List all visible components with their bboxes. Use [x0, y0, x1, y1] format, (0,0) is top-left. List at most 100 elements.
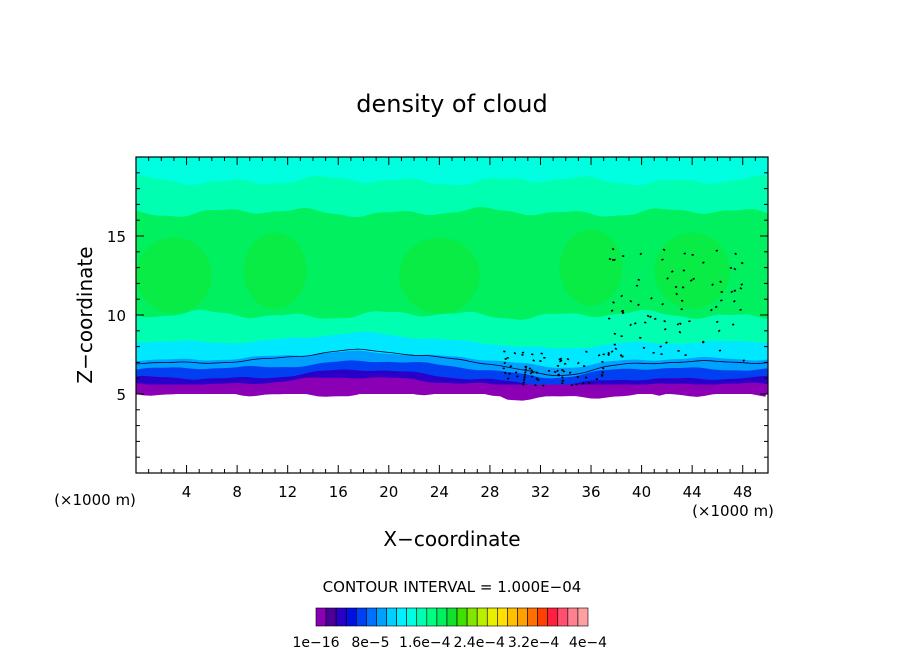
contour-speck [562, 370, 565, 373]
colorbar-label: 3.2e−4 [508, 635, 560, 651]
contour-speck [620, 294, 624, 298]
contour-speck [637, 278, 641, 281]
contour-speck [585, 350, 588, 353]
contour-speck [601, 371, 605, 374]
contour-speck [539, 359, 542, 363]
contour-speck [531, 375, 534, 378]
contour-speck [561, 382, 564, 385]
contour-speck [563, 362, 567, 365]
contour-speck [521, 353, 524, 356]
contour-speck [661, 302, 665, 306]
contour-speck [575, 383, 578, 386]
x-axis-label: X−coordinate [383, 527, 520, 551]
colorbar-swatch [315, 607, 327, 627]
core-patch [399, 237, 480, 314]
contour-speck [639, 336, 642, 339]
contour-speck [629, 299, 633, 303]
contour-speck [740, 283, 744, 286]
contour-speck [504, 372, 507, 374]
contour-speck [680, 299, 684, 302]
contour-speck [522, 378, 526, 381]
contour-speck [547, 369, 551, 372]
contour-speck [620, 335, 623, 338]
x-tick-label: 4 [182, 483, 192, 501]
contour-speck [683, 252, 686, 255]
contour-speck [720, 299, 723, 302]
contour-speck [702, 261, 705, 264]
colorbar-swatch [537, 607, 549, 627]
contour-speck [582, 365, 586, 368]
contour-speck [561, 379, 565, 382]
contour-speck [633, 322, 637, 325]
x-tick-label: 36 [581, 483, 600, 501]
contour-speck [652, 351, 655, 354]
contour-speck [649, 315, 652, 319]
colorbar-swatch [446, 607, 458, 627]
contour-speck [715, 320, 719, 324]
contour-speck [621, 254, 625, 258]
colorbar-swatch [416, 607, 428, 627]
contour-speck [532, 359, 535, 362]
plot-area [135, 157, 769, 401]
contour-speck [523, 373, 527, 376]
contour-speck [666, 277, 669, 280]
contour-speck [670, 270, 674, 273]
contour-speck [524, 365, 528, 369]
contour-speck [739, 287, 743, 290]
y-tick-label: 10 [107, 307, 126, 325]
x-tick-label: 40 [632, 483, 651, 501]
contour-speck [660, 353, 663, 355]
contour-speck [524, 370, 527, 374]
contour-speck [502, 367, 505, 370]
contour-speck [629, 323, 632, 327]
contour-speck [523, 376, 526, 379]
contour-speck [610, 350, 614, 353]
colorbar-swatch [507, 607, 518, 627]
colorbar-swatch [436, 607, 448, 627]
contour-speck [607, 351, 611, 355]
contour-speck [528, 367, 532, 370]
contour-speck [524, 368, 528, 371]
core-patch [136, 237, 212, 314]
x-unit-left: (×1000 m) [54, 491, 136, 509]
contour-speck [720, 291, 723, 293]
core-patch [559, 229, 623, 306]
contour-speck [597, 353, 601, 357]
colorbar-swatch [366, 607, 377, 627]
contour-speck [710, 308, 713, 312]
colorbar-swatch [476, 607, 488, 627]
colorbar-label: 4e−4 [569, 635, 607, 651]
contour-speck [665, 341, 668, 344]
contour-speck [612, 301, 615, 304]
contour-speck [531, 353, 534, 356]
contour-speck [513, 351, 517, 355]
contour-speck [613, 332, 617, 336]
contour-speck [662, 248, 666, 252]
contour-speck [535, 371, 539, 375]
contour-speck [740, 261, 744, 265]
contour-speck [719, 280, 722, 284]
contour-speck [679, 322, 682, 325]
contour-speck [732, 299, 736, 303]
colorbar-label: 2.4e−4 [453, 635, 505, 651]
y-tick-label: 5 [116, 386, 126, 404]
colorbar-swatch [406, 607, 418, 627]
contour-speck [650, 296, 653, 300]
contour-speck [714, 305, 718, 309]
contour-speck [684, 354, 687, 357]
contour-speck [595, 378, 599, 381]
cloud-base-edge [136, 384, 768, 401]
colorbar-label: 8e−5 [351, 635, 389, 651]
y-tick-label: 15 [107, 228, 126, 246]
contour-speck [730, 290, 734, 294]
contour-speck [584, 376, 588, 379]
contour-speck [681, 286, 685, 289]
colorbar-swatch [577, 607, 589, 627]
contour-speck [522, 383, 525, 386]
colorbar: 1e−16 8e−5 1.6e−4 2.4e−4 3.2e−4 4e−4 [292, 607, 607, 651]
contour-speck [556, 369, 559, 373]
contour-speck [742, 359, 746, 362]
contour-speck [608, 317, 611, 320]
contour-speck [503, 350, 506, 353]
contour-speck [601, 360, 604, 363]
